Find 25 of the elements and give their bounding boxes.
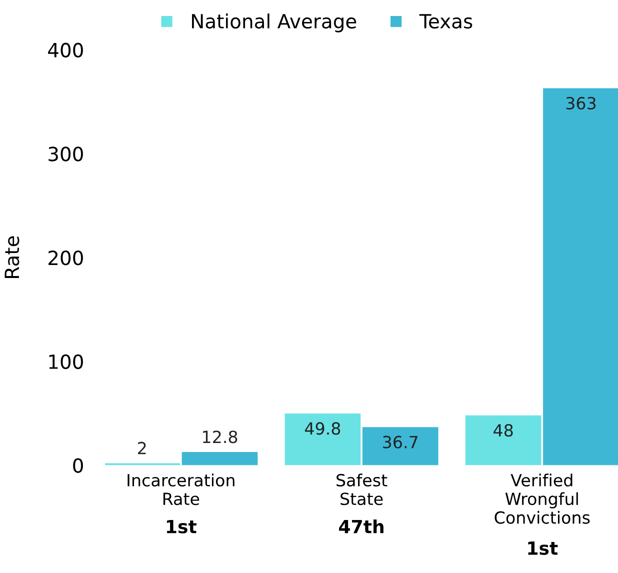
- legend-label: Texas: [419, 14, 472, 29]
- text: 47th: [339, 519, 384, 534]
- y-tick-label: 100: [49, 354, 83, 370]
- x-tick-label: Incarceration Rate: [128, 474, 234, 506]
- bar: [182, 452, 258, 466]
- y-tick-label: 200: [48, 250, 83, 266]
- data-label: 363: [566, 96, 596, 110]
- y-tick-label: 400: [48, 42, 83, 58]
- data-label: 2: [138, 442, 146, 454]
- text: 1st: [528, 542, 558, 555]
- x-tick-label: Safest State: [336, 474, 388, 506]
- data-label: 12.8: [203, 430, 238, 444]
- bar: [362, 427, 438, 466]
- text: 1st: [166, 520, 196, 534]
- data-label: 49.8: [304, 422, 340, 435]
- bar: [543, 88, 618, 466]
- bar: [465, 415, 542, 466]
- data-label: 48: [494, 424, 513, 437]
- bar: [284, 414, 361, 466]
- y-tick-label: 0: [73, 458, 83, 473]
- data-label: 36.7: [383, 436, 418, 448]
- y-axis-title: Rate: [4, 236, 20, 278]
- y-tick-label: 300: [48, 146, 83, 162]
- legend-label: National Average: [192, 14, 356, 32]
- x-tick-label: Verified Wrongful Convictions: [494, 474, 590, 524]
